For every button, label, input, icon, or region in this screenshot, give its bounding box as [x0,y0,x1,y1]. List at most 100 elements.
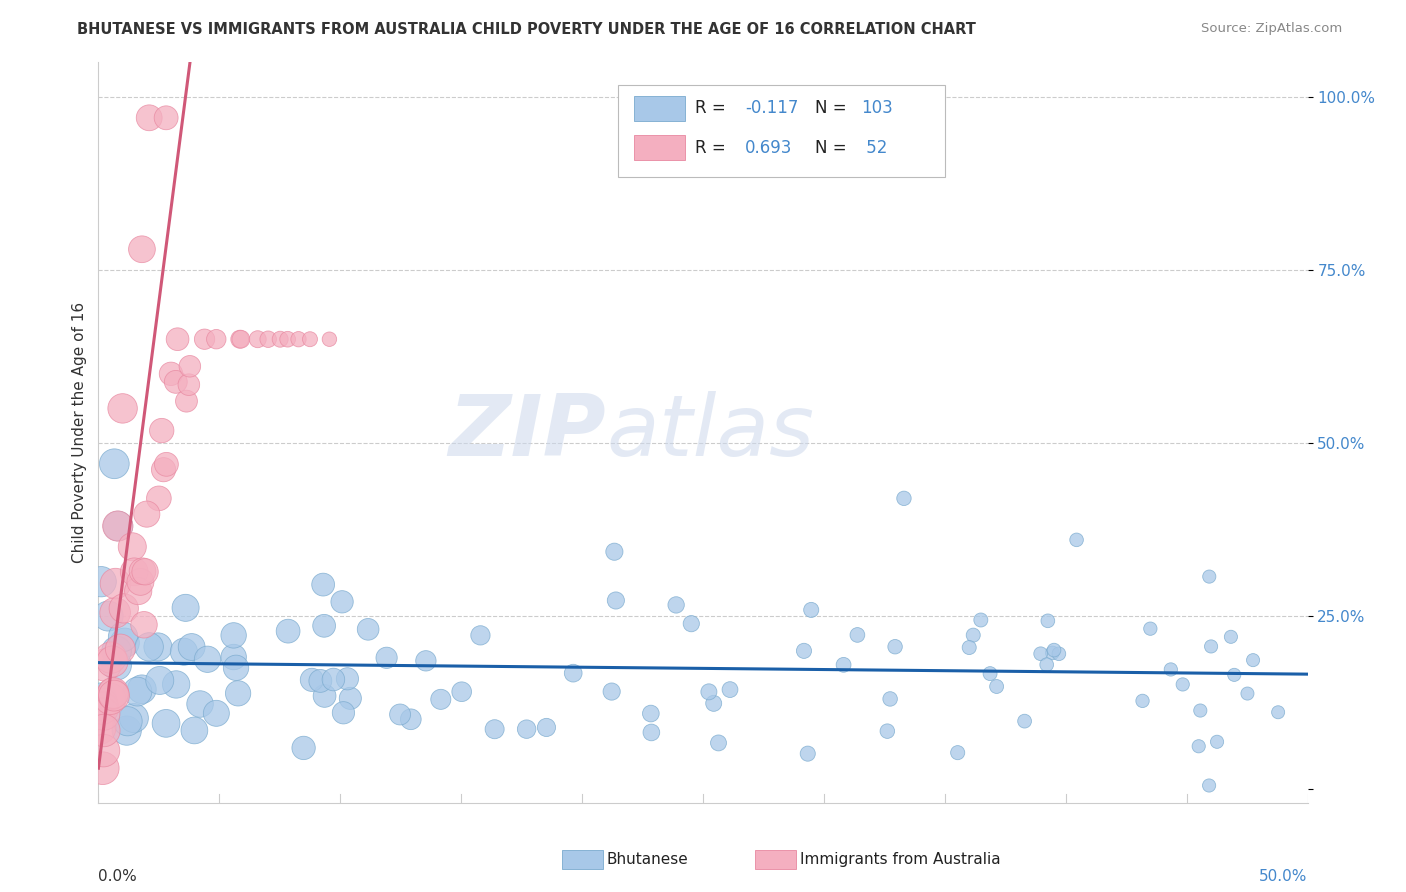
Point [148,491,170,506]
Point [103,689,125,703]
Point [107,519,129,533]
Point [183,723,205,738]
Point [131,682,153,697]
Point [415,654,437,668]
Point [1132,694,1154,708]
Point [129,574,152,589]
Point [188,697,211,711]
Point [312,577,335,591]
Point [703,697,725,711]
Point [640,706,662,721]
Point [1035,657,1057,672]
Point [103,457,125,471]
Point [90,698,112,712]
Point [127,584,149,599]
Point [229,332,252,346]
Point [876,724,898,739]
Point [1043,643,1066,657]
Point [105,644,128,658]
Point [122,565,145,579]
Point [1036,614,1059,628]
Point [800,603,823,617]
Text: 0.693: 0.693 [745,138,793,157]
Point [1267,705,1289,719]
Point [399,712,422,726]
Point [93,723,115,738]
Point [180,640,202,654]
Text: BHUTANESE VS IMMIGRANTS FROM AUSTRALIA CHILD POVERTY UNDER THE AGE OF 16 CORRELA: BHUTANESE VS IMMIGRANTS FROM AUSTRALIA C… [77,22,976,37]
Text: N =: N = [815,99,852,118]
Point [1198,779,1220,793]
Point [879,692,901,706]
Point [117,714,139,729]
Point [226,686,249,700]
FancyBboxPatch shape [634,95,685,121]
Point [146,640,169,654]
Point [287,332,309,346]
Point [718,682,741,697]
Point [1236,687,1258,701]
Point [97,609,120,624]
Point [269,332,291,346]
Point [112,601,135,615]
Point [707,736,730,750]
Point [176,394,198,409]
Point [174,600,197,615]
Point [90,574,112,589]
Point [104,576,127,591]
Point [138,640,160,654]
Point [177,377,200,392]
Point [375,650,398,665]
Point [205,332,228,346]
Point [562,666,585,681]
Point [193,332,215,346]
Point [101,687,124,701]
Point [93,706,115,721]
Point [697,685,720,699]
Point [225,661,247,675]
Point [1029,647,1052,661]
Point [205,706,228,721]
Point [1223,668,1246,682]
Point [222,650,245,665]
Point [309,673,332,688]
Point [979,666,1001,681]
Point [91,701,114,715]
Point [160,367,183,381]
Point [884,640,907,654]
Text: R =: R = [695,99,731,118]
Point [132,617,155,632]
Point [1066,533,1088,547]
FancyBboxPatch shape [619,85,945,178]
Point [107,519,129,533]
Point [1188,739,1211,754]
Point [149,673,172,688]
Point [111,401,134,416]
Text: -0.117: -0.117 [745,99,799,118]
Point [277,332,299,346]
Point [112,630,135,644]
Point [330,595,353,609]
Point [962,628,984,642]
Point [946,746,969,760]
Point [1139,622,1161,636]
Point [389,707,412,722]
Point [166,332,188,346]
Point [114,636,136,650]
Point [173,645,195,659]
Point [318,332,340,346]
Point [681,616,703,631]
Point [91,761,114,775]
Point [89,721,111,735]
Point [135,507,157,521]
Point [179,359,201,374]
Point [1014,714,1036,728]
Point [450,684,472,698]
Point [536,721,558,735]
Point [1241,653,1264,667]
Point [110,642,132,657]
Point [470,628,492,642]
Text: 50.0%: 50.0% [1260,870,1308,885]
Point [127,684,149,698]
Point [155,716,177,731]
